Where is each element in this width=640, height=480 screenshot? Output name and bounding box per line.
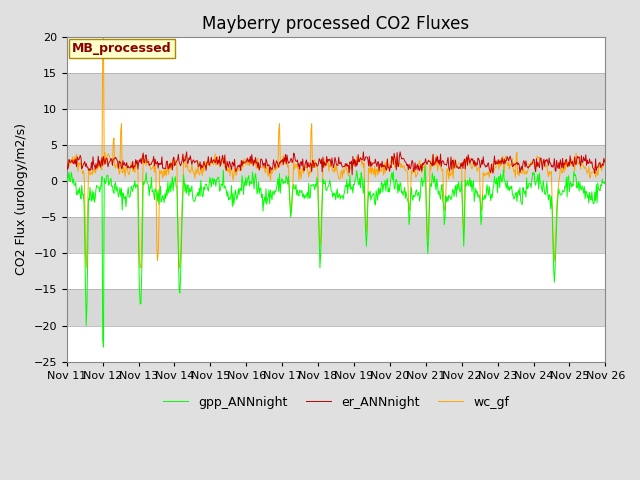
Line: er_ANNnight: er_ANNnight [67,152,605,175]
Title: Mayberry processed CO2 Fluxes: Mayberry processed CO2 Fluxes [202,15,470,33]
er_ANNnight [128,165,136,171]
Bar [67,145,605,181]
wc_gf [184,167,192,172]
wc_gf [602,158,609,164]
Bar [67,37,605,73]
wc_gf [100,35,108,40]
er_ANNnight [183,149,191,155]
er_ANNnight [348,172,356,178]
wc_gf [63,157,70,163]
gpp_ANNnight [100,344,108,350]
wc_gf [212,158,220,164]
Line: gpp_ANNnight: gpp_ANNnight [67,167,605,347]
gpp_ANNnight [402,189,410,194]
Legend: gpp_ANNnight, er_ANNnight, wc_gf: gpp_ANNnight, er_ANNnight, wc_gf [158,391,514,414]
gpp_ANNnight [602,179,609,184]
Bar [67,325,605,361]
Bar [67,217,605,253]
wc_gf [419,165,426,170]
wc_gf [83,265,90,271]
er_ANNnight [419,160,426,166]
Text: MB_processed: MB_processed [72,42,172,55]
er_ANNnight [396,149,404,155]
gpp_ANNnight [212,183,220,189]
Bar [67,73,605,109]
gpp_ANNnight [421,164,429,169]
gpp_ANNnight [129,189,136,194]
gpp_ANNnight [184,183,191,189]
Bar [67,109,605,145]
gpp_ANNnight [418,175,426,180]
er_ANNnight [73,164,81,169]
Line: wc_gf: wc_gf [67,37,605,268]
er_ANNnight [211,160,219,166]
wc_gf [73,151,81,157]
gpp_ANNnight [63,176,70,182]
Bar [67,253,605,289]
er_ANNnight [403,163,411,168]
wc_gf [403,168,411,174]
Bar [67,289,605,325]
Y-axis label: CO2 Flux (urology/m2/s): CO2 Flux (urology/m2/s) [15,123,28,276]
er_ANNnight [602,158,609,164]
Bar [67,181,605,217]
wc_gf [129,169,137,175]
er_ANNnight [63,159,70,165]
gpp_ANNnight [73,192,81,197]
